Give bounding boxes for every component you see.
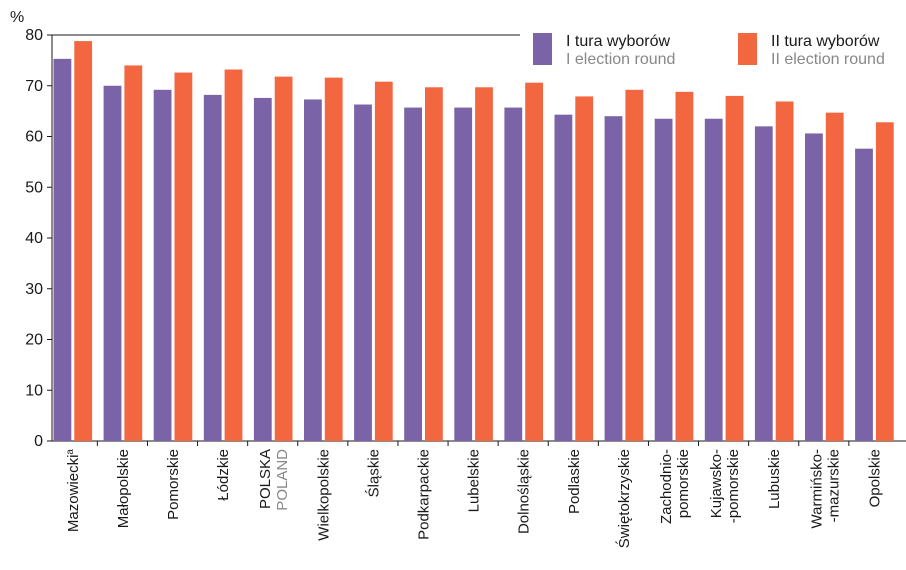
bar-round-2 <box>374 81 393 441</box>
bar-round-1 <box>354 104 372 441</box>
bar-round-1 <box>754 126 773 441</box>
y-tick-label: 60 <box>25 129 43 146</box>
x-tick-label: Kujawsko- <box>708 449 725 518</box>
x-tick-label: Zachodnio- <box>658 449 675 524</box>
bar-round-2 <box>875 122 894 441</box>
bar-round-1 <box>53 58 72 441</box>
x-tick-label: POLSKA <box>257 449 274 509</box>
x-tick-label: Świętokrzyskie <box>615 449 633 548</box>
bar-round-1 <box>153 89 172 441</box>
x-tick-label: Podkarpackie <box>416 449 433 540</box>
bar-round-2 <box>575 96 594 441</box>
bar-round-2 <box>825 112 844 442</box>
x-tick-label-line2: -pomorskie <box>725 449 742 523</box>
bar-round-1 <box>404 107 422 441</box>
x-tick-label-line2: -mazurskie <box>825 449 842 522</box>
y-tick-label: 50 <box>25 179 43 196</box>
x-tick-label: Mazowieckia <box>64 449 82 533</box>
y-tick-label: 80 <box>25 27 43 44</box>
bar-round-1 <box>604 116 623 441</box>
y-tick-label: 40 <box>25 230 43 247</box>
y-tick-label: 20 <box>25 332 43 349</box>
bar-round-1 <box>654 118 673 442</box>
bar-round-1 <box>454 107 473 441</box>
bar-round-2 <box>274 76 293 442</box>
bar-round-2 <box>525 82 543 441</box>
bar-round-2 <box>224 69 243 441</box>
bar-round-2 <box>675 91 694 441</box>
bar-round-2 <box>174 72 193 442</box>
legend-label: I tura wyborów <box>566 33 670 50</box>
x-tick-label: Podlaskie <box>566 449 583 514</box>
x-tick-label: Warmińsko- <box>808 449 825 528</box>
bar-round-2 <box>725 95 744 442</box>
x-tick-label: Łódzkie <box>215 449 232 501</box>
bar-round-1 <box>504 107 523 441</box>
bar-round-2 <box>74 41 93 442</box>
footnote-marker: a <box>64 449 75 455</box>
bar-round-1 <box>304 99 322 441</box>
x-tick-label-line2: POLAND <box>274 449 291 511</box>
bar-round-2 <box>425 87 443 442</box>
legend-swatch <box>533 33 552 65</box>
legend-swatch <box>738 33 757 65</box>
bar-round-1 <box>203 94 222 441</box>
x-tick-label: Dolnośląskie <box>516 449 533 534</box>
x-tick-label: Opolskie <box>866 449 883 507</box>
bar-round-1 <box>855 148 873 441</box>
y-tick-label: 0 <box>34 433 43 450</box>
bar-round-1 <box>253 97 272 442</box>
legend-label-en: II election round <box>771 51 885 68</box>
bar-round-1 <box>554 114 573 442</box>
y-tick-label: 10 <box>25 382 43 399</box>
bar-round-1 <box>704 118 723 442</box>
bar-round-2 <box>324 77 343 441</box>
y-tick-label: 70 <box>25 78 43 95</box>
bar-round-1 <box>103 85 122 441</box>
y-tick-label: 30 <box>25 281 43 298</box>
x-tick-label: Małopolskie <box>115 449 132 528</box>
bar-round-2 <box>625 89 644 441</box>
x-tick-label: Lubuskie <box>766 449 783 509</box>
bar-round-2 <box>124 65 143 441</box>
legend-label: II tura wyborów <box>771 33 880 50</box>
bar-round-1 <box>805 133 823 441</box>
x-tick-label: Pomorskie <box>165 449 182 520</box>
x-tick-label-line2: pomorskie <box>675 449 692 518</box>
bar-round-2 <box>775 101 794 442</box>
y-axis-title: % <box>10 9 24 26</box>
x-tick-label: Lubelskie <box>466 449 483 512</box>
x-tick-label: Śląskie <box>364 449 382 497</box>
legend-label-en: I election round <box>566 51 675 68</box>
x-tick-label: Wielkopolskie <box>315 449 332 541</box>
bar-round-2 <box>475 87 493 442</box>
